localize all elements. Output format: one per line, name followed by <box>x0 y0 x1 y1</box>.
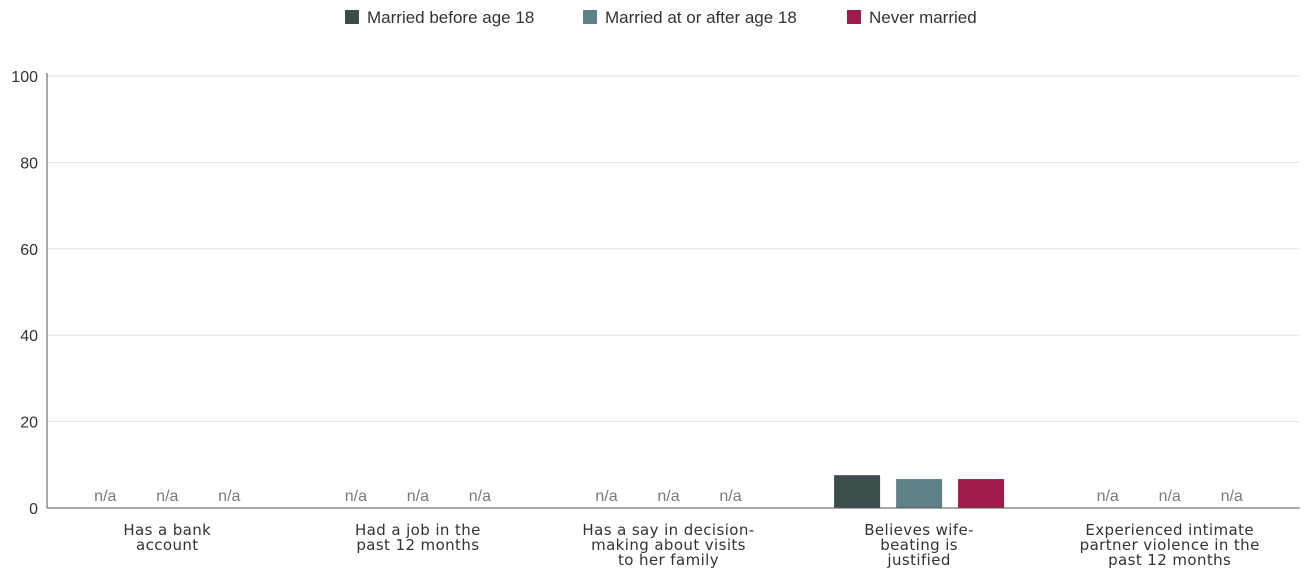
missing-value-label: n/a <box>719 488 741 505</box>
bar <box>834 475 881 508</box>
legend-label: Married before age 18 <box>367 8 534 27</box>
legend-label: Never married <box>869 8 977 27</box>
missing-value-label: n/a <box>469 488 491 505</box>
legend-swatch <box>847 10 861 24</box>
bars: n/a n/a n/a n/a n/a n/a n/a n/a n/a n/a n/a n/a <box>94 475 1243 508</box>
missing-value-label: n/a <box>1097 488 1119 505</box>
y-tick-label: 0 <box>29 501 38 518</box>
legend-swatch <box>583 10 597 24</box>
y-axis: 0 20 40 60 80 100 <box>11 69 48 518</box>
x-category-label: Experienced intimate partner violence in … <box>1080 521 1260 569</box>
missing-value-label: n/a <box>156 488 178 505</box>
missing-value-label: n/a <box>407 488 429 505</box>
bar <box>958 479 1005 508</box>
legend-label: Married at or after age 18 <box>605 8 797 27</box>
gridlines <box>47 75 1300 423</box>
y-tick-label: 20 <box>20 415 38 432</box>
x-category-label: Has a say in decision-making about visit… <box>582 521 754 569</box>
legend-item: Never married <box>847 8 977 27</box>
x-category-label: Has a bank account <box>123 521 211 554</box>
y-tick-label: 60 <box>20 242 38 259</box>
missing-value-label: n/a <box>218 488 240 505</box>
missing-value-label: n/a <box>595 488 617 505</box>
y-tick-label: 40 <box>20 328 38 345</box>
missing-value-label: n/a <box>345 488 367 505</box>
bar <box>896 479 943 508</box>
x-axis: Has a bank account Had a job in the past 12… <box>47 507 1300 569</box>
legend-item: Married at or after age 18 <box>583 8 797 27</box>
legend-item: Married before age 18 <box>345 8 534 27</box>
x-category-label: Believes wife-beating is justified <box>864 521 974 569</box>
y-tick-label: 100 <box>11 69 38 86</box>
legend-swatch <box>345 10 359 24</box>
y-tick-label: 80 <box>20 155 38 172</box>
legend: Married before age 18 Married at or after… <box>345 8 977 27</box>
missing-value-label: n/a <box>1221 488 1243 505</box>
missing-value-label: n/a <box>94 488 116 505</box>
missing-value-label: n/a <box>657 488 679 505</box>
x-category-label: Had a job in the past 12 months <box>355 521 481 554</box>
missing-value-label: n/a <box>1159 488 1181 505</box>
